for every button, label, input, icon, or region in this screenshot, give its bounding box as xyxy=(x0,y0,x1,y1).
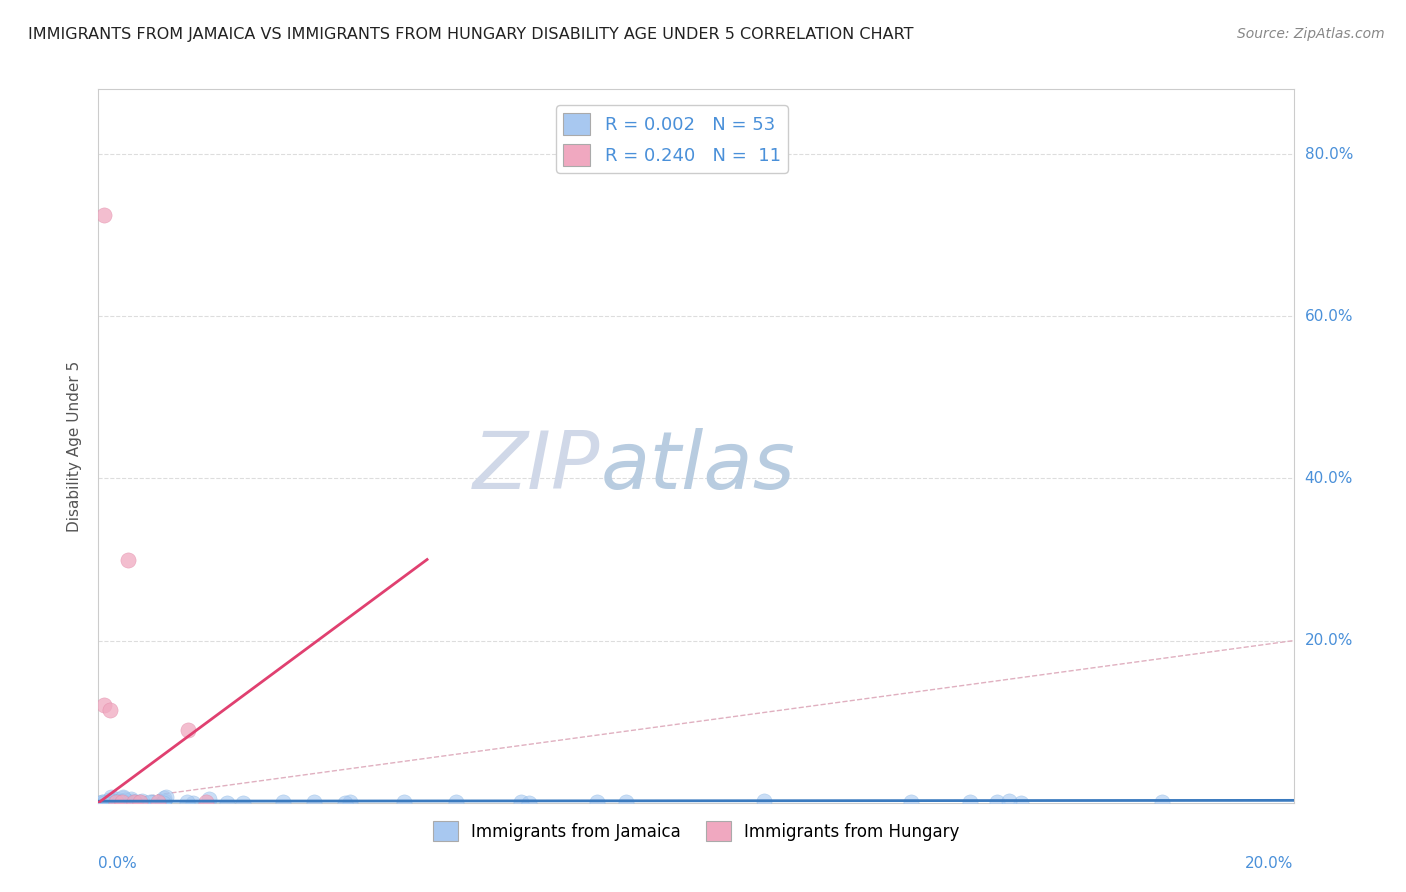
Text: atlas: atlas xyxy=(600,428,796,507)
Point xyxy=(98,702,122,716)
Point xyxy=(114,795,136,809)
Point xyxy=(304,796,326,810)
Point xyxy=(997,794,1019,808)
Point xyxy=(586,796,609,810)
Point xyxy=(112,790,135,805)
Legend: Immigrants from Jamaica, Immigrants from Hungary: Immigrants from Jamaica, Immigrants from… xyxy=(426,814,966,848)
Point xyxy=(98,793,121,807)
Point xyxy=(181,796,204,810)
Point xyxy=(141,795,163,809)
Point xyxy=(111,795,134,809)
Point xyxy=(124,795,146,809)
Point xyxy=(128,795,150,809)
Point xyxy=(104,792,127,806)
Point xyxy=(111,794,134,808)
Point xyxy=(153,794,176,808)
Point xyxy=(215,796,238,810)
Point xyxy=(519,796,541,810)
Point xyxy=(101,794,124,808)
Text: ZIP: ZIP xyxy=(472,428,600,507)
Point xyxy=(117,552,139,566)
Text: 20.0%: 20.0% xyxy=(1246,855,1294,871)
Y-axis label: Disability Age Under 5: Disability Age Under 5 xyxy=(67,360,83,532)
Point xyxy=(114,793,136,807)
Point xyxy=(93,796,115,810)
Point xyxy=(105,795,128,809)
Point xyxy=(90,795,112,809)
Point xyxy=(959,796,981,810)
Text: 0.0%: 0.0% xyxy=(98,855,138,871)
Point xyxy=(89,796,111,810)
Point xyxy=(333,796,356,810)
Point xyxy=(112,791,135,805)
Point xyxy=(614,795,637,809)
Point xyxy=(124,795,146,809)
Point xyxy=(176,795,198,809)
Point xyxy=(752,794,775,808)
Text: 20.0%: 20.0% xyxy=(1305,633,1353,648)
Point xyxy=(900,795,922,809)
Point xyxy=(509,795,531,809)
Point xyxy=(129,795,152,809)
Text: Source: ZipAtlas.com: Source: ZipAtlas.com xyxy=(1237,27,1385,41)
Point xyxy=(100,793,122,807)
Point xyxy=(148,795,170,809)
Point xyxy=(1152,796,1174,810)
Point xyxy=(101,795,124,809)
Point xyxy=(112,796,135,810)
Point xyxy=(986,796,1008,810)
Point xyxy=(131,794,153,808)
Text: IMMIGRANTS FROM JAMAICA VS IMMIGRANTS FROM HUNGARY DISABILITY AGE UNDER 5 CORREL: IMMIGRANTS FROM JAMAICA VS IMMIGRANTS FR… xyxy=(28,27,914,42)
Point xyxy=(177,723,200,737)
Point xyxy=(120,792,142,806)
Point xyxy=(108,795,131,809)
Point xyxy=(155,790,177,805)
Point xyxy=(339,795,361,809)
Point xyxy=(195,795,218,809)
Point xyxy=(153,791,176,805)
Point xyxy=(121,794,143,808)
Point xyxy=(444,795,467,809)
Text: 60.0%: 60.0% xyxy=(1305,309,1353,324)
Point xyxy=(152,796,174,810)
Point xyxy=(271,795,294,809)
Point xyxy=(392,795,415,809)
Text: 80.0%: 80.0% xyxy=(1305,146,1353,161)
Text: 40.0%: 40.0% xyxy=(1305,471,1353,486)
Point xyxy=(1010,796,1032,810)
Point xyxy=(100,790,122,805)
Point xyxy=(121,796,143,810)
Point xyxy=(93,208,115,222)
Point xyxy=(232,796,254,810)
Point xyxy=(124,796,146,810)
Point xyxy=(93,698,115,713)
Point xyxy=(197,791,219,805)
Point xyxy=(91,795,114,809)
Point xyxy=(103,796,125,810)
Point xyxy=(139,796,162,810)
